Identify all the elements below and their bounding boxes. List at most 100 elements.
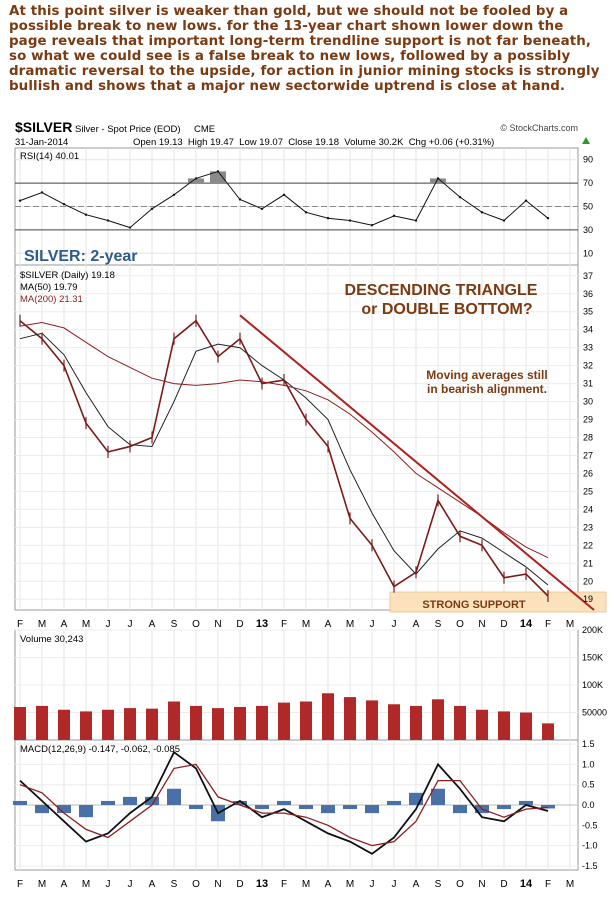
month-tick-label: O (456, 879, 464, 890)
price-tick-label: 21 (583, 558, 593, 568)
volume-layer (14, 693, 554, 740)
macd-histogram-bar (101, 800, 115, 805)
macd-legend: MACD(12,26,9) -0.147, -0.062, -0.085 (20, 744, 180, 755)
month-tick-label: J (106, 619, 111, 630)
volume-bar (80, 711, 92, 740)
volume-bar (366, 700, 378, 740)
month-tick-label: N (478, 879, 485, 890)
ma-note-line2: in bearish alignment. (427, 382, 547, 396)
price-tick-label: 26 (583, 468, 593, 478)
macd-line (19, 750, 549, 855)
macd-histogram-bar (387, 800, 401, 805)
macd-histogram-bar (365, 805, 379, 814)
volume-tick-label: 50000 (582, 708, 607, 718)
month-tick-label: A (325, 619, 332, 630)
month-tick-label: M (346, 619, 354, 630)
month-tick-label: M (566, 619, 574, 630)
volume-bar (410, 705, 422, 740)
month-tick-label: N (214, 619, 221, 630)
chart-date: 31-Jan-2014 (15, 137, 68, 148)
volume-bar (300, 701, 312, 740)
ma-note-line1: Moving averages still (426, 368, 547, 382)
grid-layer (15, 148, 578, 870)
volume-bar (520, 712, 532, 740)
month-tick-label: 13 (256, 878, 268, 890)
macd-tick-label: 0.0 (582, 800, 595, 810)
period-label: SILVER: 2-year (24, 248, 138, 265)
volume-bar (432, 699, 444, 740)
month-tick-label: D (236, 619, 243, 630)
macd-tick-label: -0.5 (582, 820, 598, 830)
macd-histogram-bar (277, 800, 291, 805)
rsi-point (348, 219, 352, 222)
month-tick-label: O (456, 619, 464, 630)
macd-histogram-bar (123, 796, 137, 805)
volume-bar (190, 705, 202, 740)
month-tick-label: J (128, 619, 133, 630)
rsi-legend: RSI(14) 40.01 (20, 151, 79, 162)
month-tick-label: M (82, 879, 90, 890)
month-tick-label: M (38, 619, 46, 630)
rsi-tick-label: 10 (583, 248, 593, 258)
rsi-point (172, 193, 176, 196)
month-tick-label: M (302, 619, 310, 630)
month-tick-label: S (171, 619, 178, 630)
month-tick-label: M (38, 879, 46, 890)
rsi-overbought-fill (430, 178, 446, 184)
macd-histogram-bar (519, 800, 533, 805)
rsi-point (458, 195, 462, 199)
month-tick-label: F (17, 879, 23, 890)
month-tick-label: M (566, 879, 574, 890)
ohlc-readout: Open 19.13 High 19.47 Low 19.07 Close 19… (133, 137, 494, 148)
month-tick-label: O (192, 619, 200, 630)
rsi-point (326, 217, 330, 220)
volume-bar (124, 708, 136, 740)
volume-bar (454, 705, 466, 740)
price-tick-label: 27 (583, 450, 593, 460)
rsi-point (414, 219, 418, 222)
volume-bar (256, 705, 268, 740)
month-tick-label: D (500, 619, 507, 630)
month-tick-label: F (281, 619, 287, 630)
price-tick-label: 25 (583, 486, 593, 496)
macd-histogram-bar (541, 805, 555, 809)
support-label: STRONG SUPPORT (422, 599, 526, 611)
month-tick-label: A (413, 619, 420, 630)
month-tick-label: J (392, 879, 397, 890)
price-tick-label: 37 (583, 271, 593, 281)
rsi-tick-label: 50 (583, 202, 593, 212)
month-tick-label: 14 (520, 618, 533, 630)
month-tick-label: A (325, 879, 332, 890)
rsi-point (62, 202, 66, 206)
volume-bar (322, 693, 334, 740)
macd-tick-label: 0.5 (582, 780, 595, 790)
rsi-point (502, 219, 506, 222)
watermark: © StockCharts.com (500, 123, 578, 133)
rsi-point (480, 211, 484, 214)
rsi-layer (18, 170, 550, 229)
month-tick-label: A (61, 879, 68, 890)
volume-bar (542, 723, 554, 740)
descending-trendline (239, 314, 595, 611)
macd-histogram-bar (13, 800, 27, 805)
month-tick-label: F (545, 879, 551, 890)
month-tick-label: A (413, 879, 420, 890)
macd-tick-label: -1.0 (582, 841, 598, 851)
month-tick-label: F (545, 619, 551, 630)
rsi-tick-label: 90 (583, 155, 593, 165)
volume-bar (388, 704, 400, 740)
month-tick-label: F (17, 619, 23, 630)
axis-layer: F F M M A A M M J J J J A A S S O O N N D D 13 13 F F M M A A M M J J J J A A… (17, 155, 607, 890)
support-layer (389, 591, 607, 613)
price-tick-label: 20 (583, 576, 593, 586)
volume-bar (476, 709, 488, 740)
chart-symbol: $SILVER (15, 119, 72, 135)
volume-bar (146, 708, 158, 740)
price-tick-label: 31 (583, 379, 593, 389)
rsi-point (546, 217, 550, 220)
volume-bar (278, 702, 290, 740)
month-tick-label: S (171, 879, 178, 890)
month-tick-label: A (149, 879, 156, 890)
month-tick-label: N (214, 879, 221, 890)
macd-tick-label: 1.0 (582, 759, 595, 769)
